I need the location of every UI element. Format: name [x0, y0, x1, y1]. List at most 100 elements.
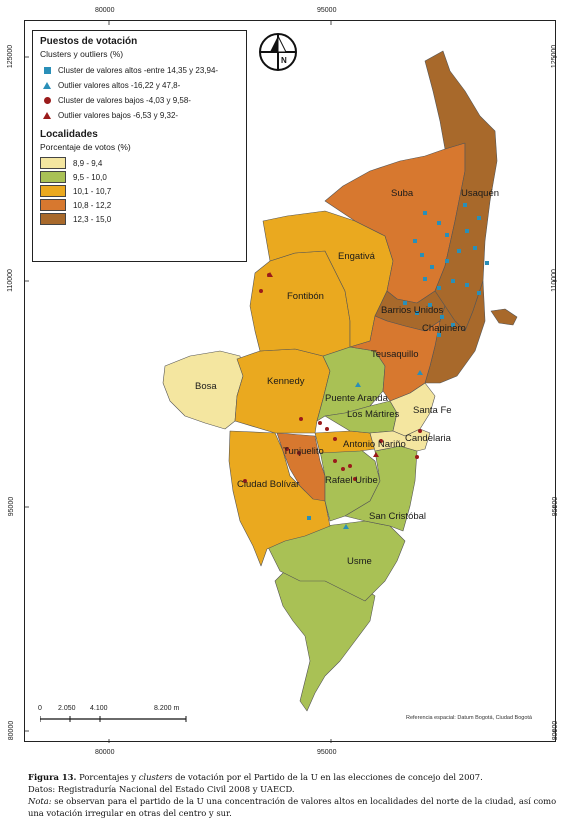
- marker-high: [473, 246, 477, 250]
- label-kennedy: Kennedy: [267, 376, 305, 387]
- cluster-low-markers: [243, 273, 422, 483]
- marker-low: [325, 427, 329, 431]
- scale-label: 0: [38, 705, 42, 712]
- label-usme: Usme: [347, 556, 372, 567]
- label-chapinero: Chapinero: [422, 323, 466, 334]
- scale-bar: 0 2.050 4.100 8.200 m: [38, 705, 188, 725]
- coord-right-125000: 125000: [551, 44, 559, 69]
- locality-labels: Suba Usaquén Engativá Fontibón Barrios U…: [195, 188, 499, 567]
- locality-candelaria: [369, 428, 431, 452]
- label-rafael-uribe: Rafael Uribe: [325, 475, 378, 486]
- marker-high: [403, 301, 407, 305]
- legend-class: 10,8 - 12,2: [40, 198, 239, 212]
- marker-high: [445, 259, 449, 263]
- marker-high: [437, 221, 441, 225]
- marker-low: [379, 439, 383, 443]
- marker-low: [318, 421, 322, 425]
- legend-class-label: 8,9 - 9,4: [73, 158, 103, 168]
- marker-high: [413, 239, 417, 243]
- marker-high: [437, 333, 441, 337]
- legend-class: 10,1 - 10,7: [40, 184, 239, 198]
- coord-right-80000: 80000: [552, 720, 560, 741]
- legend-item-cluster-high: Cluster de valores altos -entre 14,35 y …: [40, 63, 239, 78]
- legend-class: 9,5 - 10,0: [40, 170, 239, 184]
- legend-item-label: Cluster de valores bajos -4,03 y 9,58-: [58, 96, 191, 105]
- marker-low: [333, 459, 337, 463]
- label-usaquen: Usaquén: [461, 188, 499, 199]
- coord-right-95000: 95000: [552, 496, 560, 517]
- marker-high: [420, 253, 424, 257]
- legend-item-outlier-high: Outlier valores altos -16,22 y 47,8-: [40, 78, 239, 93]
- note-label: Nota:: [28, 796, 52, 806]
- label-puente-aranda: Puente Aranda: [325, 393, 389, 404]
- coord-right-110000: 110000: [550, 269, 558, 292]
- locality-ciudad-bolivar: [228, 430, 331, 567]
- cluster-high-markers: [307, 203, 489, 520]
- label-los-martires: Los Mártires: [347, 409, 400, 420]
- legend-class-label: 10,1 - 10,7: [73, 186, 112, 196]
- locality-teusaquillo: [349, 315, 441, 402]
- marker-low: [243, 479, 247, 483]
- coord-bottom-80000: 80000: [95, 749, 115, 756]
- legend-class-label: 9,5 - 10,0: [73, 172, 107, 182]
- marker-outlier-high: [343, 524, 349, 529]
- marker-high: [451, 323, 455, 327]
- legend-item-label: Outlier valores bajos -6,53 y 9,32-: [58, 111, 179, 120]
- label-antonio-narino: Antonio Nariño: [343, 439, 406, 450]
- legend-subtitle-clusters: Clusters y outliers (%): [40, 49, 124, 59]
- coord-top-80000: 80000: [95, 7, 115, 14]
- figure-caption: Figura 13. Porcentajes y clusters de vot…: [28, 771, 558, 819]
- legend-class-label: 12,3 - 15,0: [73, 214, 112, 224]
- label-engativa: Engativá: [338, 251, 376, 262]
- legend-title-polling: Puestos de votación: [40, 36, 138, 47]
- legend-item-outlier-low: Outlier valores bajos -6,53 y 9,32-: [40, 108, 239, 123]
- marker-high: [477, 216, 481, 220]
- marker-high: [307, 516, 311, 520]
- legend-item-label: Outlier valores altos -16,22 y 47,8-: [58, 81, 181, 90]
- legend-subtitle-percent: Porcentaje de votos (%): [40, 142, 131, 152]
- coord-left-80000: 80000: [8, 720, 16, 741]
- legend-item-label: Cluster de valores altos -entre 14,35 y …: [58, 66, 219, 75]
- coord-left-125000: 125000: [7, 44, 15, 69]
- legend-swatch: [40, 157, 66, 169]
- legend-swatch: [40, 199, 66, 211]
- north-letter: N: [281, 56, 287, 65]
- marker-low: [299, 417, 303, 421]
- outlier-low-markers: [267, 272, 379, 457]
- marker-outlier-high: [417, 370, 423, 375]
- marker-high: [477, 291, 481, 295]
- label-suba: Suba: [391, 188, 414, 199]
- marker-high: [437, 286, 441, 290]
- legend-swatch: [40, 213, 66, 225]
- marker-outlier-high: [355, 382, 361, 387]
- marker-outlier-low: [373, 452, 379, 457]
- marker-high: [415, 311, 419, 315]
- caption-text-a: Porcentajes y: [76, 772, 139, 782]
- marker-low: [415, 455, 419, 459]
- legend-class-label: 10,8 - 12,2: [73, 200, 112, 210]
- label-candelaria: Candelaria: [405, 433, 452, 444]
- marker-low: [333, 437, 337, 441]
- caption-line-1: Figura 13. Porcentajes y clusters de vot…: [28, 771, 558, 783]
- label-san-cristobal: San Cristóbal: [369, 511, 426, 522]
- marker-high: [423, 211, 427, 215]
- locality-tunjuelito: [276, 432, 326, 502]
- legend-class: 12,3 - 15,0: [40, 212, 239, 226]
- marker-high: [428, 303, 432, 307]
- marker-high: [440, 315, 444, 319]
- north-arrow-icon: N: [258, 32, 298, 72]
- marker-low: [259, 289, 263, 293]
- label-ciudad-bolivar: Ciudad Bolívar: [237, 479, 299, 490]
- coord-left-95000: 95000: [8, 496, 16, 517]
- marker-high: [445, 233, 449, 237]
- label-teusaquillo: Teusaquillo: [371, 349, 419, 360]
- caption-note: Nota: se observan para el partido de la …: [28, 795, 558, 819]
- marker-high: [423, 277, 427, 281]
- marker-low: [418, 429, 422, 433]
- circle-icon: [40, 97, 54, 104]
- scale-label: 4.100: [90, 705, 108, 712]
- legend-title-localities: Localidades: [40, 129, 98, 140]
- scale-label: 2.050: [58, 705, 76, 712]
- map-legend: Puestos de votación Clusters y outliers …: [32, 30, 247, 262]
- marker-high: [465, 283, 469, 287]
